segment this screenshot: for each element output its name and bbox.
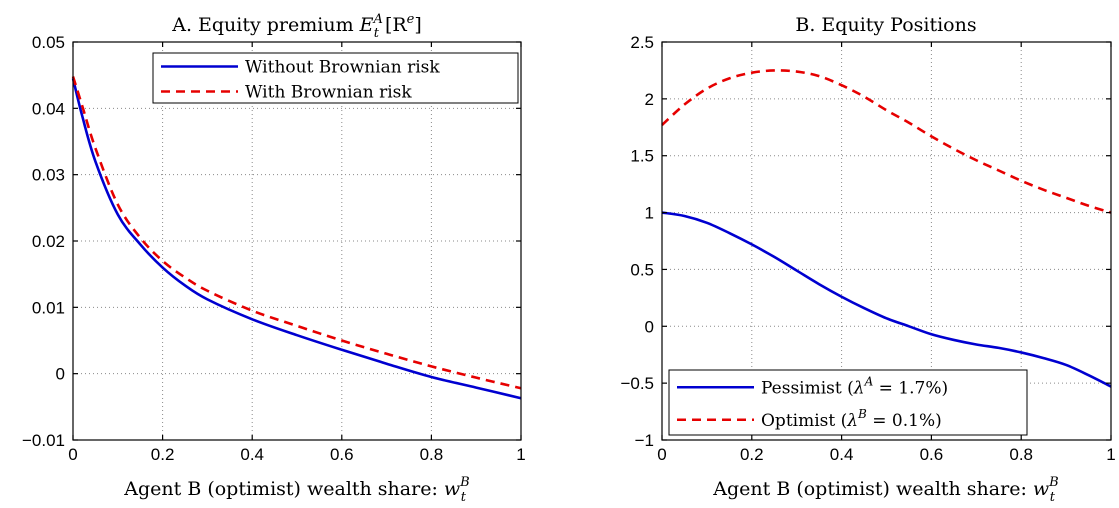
y-tick-label: 0.05 [32,33,65,52]
legend-label-optimist: Optimist (λB = 0.1%) [761,407,942,431]
legend-optimist-sup: B [857,407,867,421]
panel-a-title-bracket: [R [385,14,407,36]
y-tick-label: 2.5 [630,33,654,52]
panel-b-xlabel-w: w [1033,478,1049,500]
series-line-dashed [71,76,522,390]
panel-a-title-bracket-sup: e [407,12,415,27]
panel-a-title-close: ] [414,14,421,36]
panel-a-grid [73,42,521,440]
panel-a-lines [71,76,522,400]
x-tick-label: 0.8 [1009,445,1033,464]
x-tick-label: 0 [657,445,666,464]
y-tick-label: 2 [645,90,654,109]
y-tick-label: −0.5 [620,374,654,393]
panel-b-legend: Pessimist (λA = 1.7%) Optimist (λB = 0.1… [668,369,1028,436]
legend-pessimist-lambda: λ [853,378,865,398]
x-tick-label: 0.6 [920,445,944,464]
legend-label-pessimist: Pessimist (λA = 1.7%) [761,374,948,398]
panel-b-lines [661,69,1112,388]
panel-b-xlabel-sup: B [1048,475,1059,490]
panel-a-title: A. Equity premium EA t [Re] [171,12,422,41]
y-tick-label: −0.01 [22,431,65,450]
panel-b-equity-positions: B. Equity Positions 0 0.2 0.4 0.6 0.8 1 −1 −0.5… [620,14,1115,505]
panel-b-xlabel-main: Agent B (optimist) wealth share: [712,478,1033,500]
panel-a-xlabel-w: w [444,478,460,500]
x-tick-label: 1 [1106,445,1115,464]
x-tick-label: 0.2 [151,445,175,464]
x-tick-label: 0 [68,445,77,464]
x-tick-label: 0.4 [830,445,854,464]
series-line-solid [661,211,1112,388]
panel-a-title-E: E [359,14,374,36]
legend-optimist-main: Optimist ( [761,411,847,431]
y-tick-label: −1 [635,431,654,450]
legend-optimist-rest: = 0.1%) [867,411,942,431]
legend-pessimist-main: Pessimist ( [761,378,854,398]
panel-a-title-sup: A [373,12,383,27]
panel-a-xlabel: Agent B (optimist) wealth share: wB t [123,475,469,505]
panel-a-legend-box [152,52,519,104]
panel-a-legend: Without Brownian risk With Brownian risk [152,52,519,104]
panel-a-title-sub: t [374,26,380,41]
y-tick-label: 0 [56,365,65,384]
x-tick-label: 0.2 [740,445,764,464]
y-tick-label: 0 [645,317,654,336]
y-tick-label: 0.04 [32,99,65,118]
legend-optimist-lambda: λ [846,411,858,431]
x-tick-label: 0.6 [330,445,354,464]
y-tick-label: 0.03 [32,166,65,185]
legend-pessimist-sup: A [864,374,874,388]
y-tick-label: 0.5 [630,260,654,279]
y-tick-label: 0.01 [32,298,65,317]
panel-b-ticks: 0 0.2 0.4 0.6 0.8 1 −1 −0.5 0 0.5 1 1.5 2 2.5 [620,33,1115,464]
y-tick-label: 1.5 [630,147,654,166]
x-tick-label: 0.8 [420,445,444,464]
x-tick-label: 1 [516,445,525,464]
legend-pessimist-rest: = 1.7%) [873,378,948,398]
y-tick-label: 1 [645,204,654,223]
panel-a-title-main: A. Equity premium [171,14,359,36]
panel-b-legend-box [668,369,1028,436]
series-line-solid [71,78,522,400]
panel-a-xlabel-sup: B [459,475,470,490]
y-tick-label: 0.02 [32,232,65,251]
legend-label-without-brownian: Without Brownian risk [245,58,440,78]
x-tick-label: 0.4 [240,445,264,464]
panel-a-xlabel-main: Agent B (optimist) wealth share: [123,478,444,500]
panel-b-xlabel: Agent B (optimist) wealth share: wB t [712,475,1058,505]
panel-b-xlabel-sub: t [1050,490,1056,505]
legend-label-with-brownian: With Brownian risk [245,83,412,103]
panel-a-equity-premium: A. Equity premium EA t [Re] 0 0.2 0.4 0.6 0.8 1… [22,12,526,505]
panel-a-xlabel-sub: t [461,490,467,505]
series-line-dashed [661,69,1112,214]
panel-b-axes-box [661,41,1112,441]
panel-b-title: B. Equity Positions [795,14,976,36]
